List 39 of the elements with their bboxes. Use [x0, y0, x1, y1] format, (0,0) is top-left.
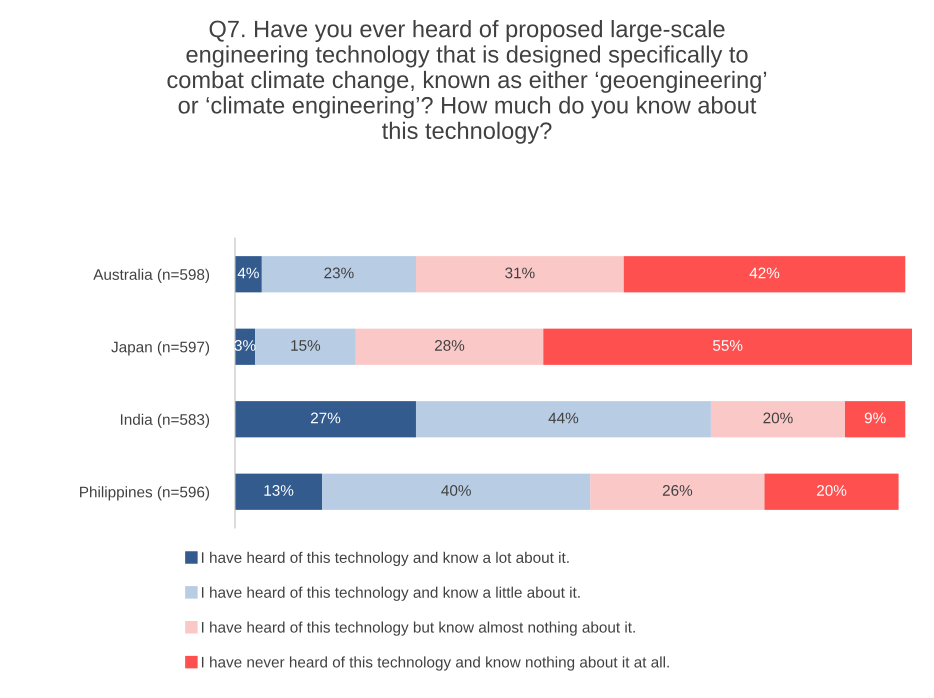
bar	[262, 256, 416, 292]
data-label: 9%	[864, 412, 886, 424]
bar	[235, 474, 322, 510]
bar	[255, 328, 356, 365]
bar	[624, 256, 906, 292]
y-tick-label: Philippines (n=596)	[80, 486, 210, 500]
data-label: 28%	[434, 340, 464, 351]
bar	[543, 328, 912, 365]
legend-label: I have heard of this technology but know almost nothing about it.	[202, 621, 635, 636]
y-tick-label: Japan (n=597)	[111, 341, 210, 356]
bar	[235, 401, 416, 438]
bar	[235, 256, 262, 292]
y-tick-label: India (n=583)	[120, 414, 210, 428]
legend-label: I have never heard of this technology and know nothing about it at all.	[202, 656, 669, 671]
data-label: 23%	[324, 268, 354, 278]
bar	[416, 256, 624, 292]
bar	[356, 328, 544, 365]
data-label: 13%	[264, 485, 294, 496]
y-tick-label: Australia (n=598)	[93, 268, 210, 283]
bar	[764, 474, 899, 510]
data-label: 20%	[763, 412, 793, 424]
data-label: 42%	[750, 268, 780, 278]
data-label: 55%	[712, 340, 742, 351]
bar	[844, 401, 906, 438]
bar	[322, 474, 590, 510]
data-label: 27%	[310, 412, 340, 424]
data-label: 40%	[441, 485, 471, 496]
data-label: 44%	[548, 412, 578, 424]
data-label: 31%	[505, 268, 535, 278]
legend-label: I have heard of this technology and know a lot about it.	[202, 552, 569, 566]
bar	[416, 401, 711, 438]
bar	[710, 401, 845, 438]
bar	[590, 474, 765, 510]
data-label: 15%	[291, 340, 320, 351]
data-label: 20%	[817, 485, 846, 496]
chart-title: Q7. Have you ever heard of proposed large-scale engineering technology that is designed specifically to combat climate change, known as either ‘geoengineering’ or ‘climate engineering’? How much do you know about this technology?	[167, 20, 766, 144]
data-label: 26%	[662, 485, 692, 496]
legend-label: I have heard of this technology and know a little about it.	[202, 586, 580, 601]
data-label: 4%	[238, 268, 259, 278]
